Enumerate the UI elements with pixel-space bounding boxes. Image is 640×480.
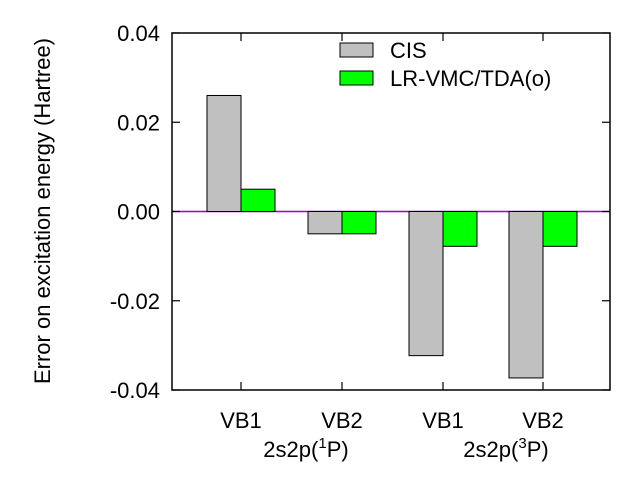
- x-tick-label: VB1: [422, 408, 464, 433]
- legend-label-cis: CIS: [390, 38, 427, 63]
- bar-lr-vmc-1: [240, 188, 276, 212]
- y-tick-label: 0.02: [117, 110, 160, 135]
- y-tick-label: -0.04: [110, 378, 160, 403]
- x-tick-label: VB2: [522, 408, 564, 433]
- bar-lr-vmc-2: [341, 211, 377, 235]
- x-tick-label: VB2: [321, 408, 363, 433]
- y-tick-label: -0.02: [110, 289, 160, 314]
- y-tick-label: 0.00: [117, 200, 160, 225]
- legend-label-lr-vmc: LR-VMC/TDA(o): [390, 66, 551, 91]
- group-label: 2s2p(1P): [263, 435, 348, 462]
- bar-lr-vmc-3: [442, 211, 478, 247]
- group-label: 2s2p(3P): [463, 435, 548, 462]
- x-tick-label: VB1: [220, 408, 262, 433]
- bar-cis-3: [408, 211, 444, 357]
- bar-cis-1: [206, 94, 242, 212]
- bar-lr-vmc-4: [542, 211, 578, 247]
- bar-cis-4: [508, 211, 544, 379]
- legend-swatch-cis: [339, 42, 374, 58]
- legend: CIS LR-VMC/TDA(o): [339, 38, 551, 91]
- bar-cis-2: [307, 211, 343, 235]
- y-axis-label: Error on excitation energy (Hartree): [30, 38, 55, 384]
- legend-swatch-lr-vmc: [339, 70, 374, 86]
- y-tick-label: 0.04: [117, 21, 160, 46]
